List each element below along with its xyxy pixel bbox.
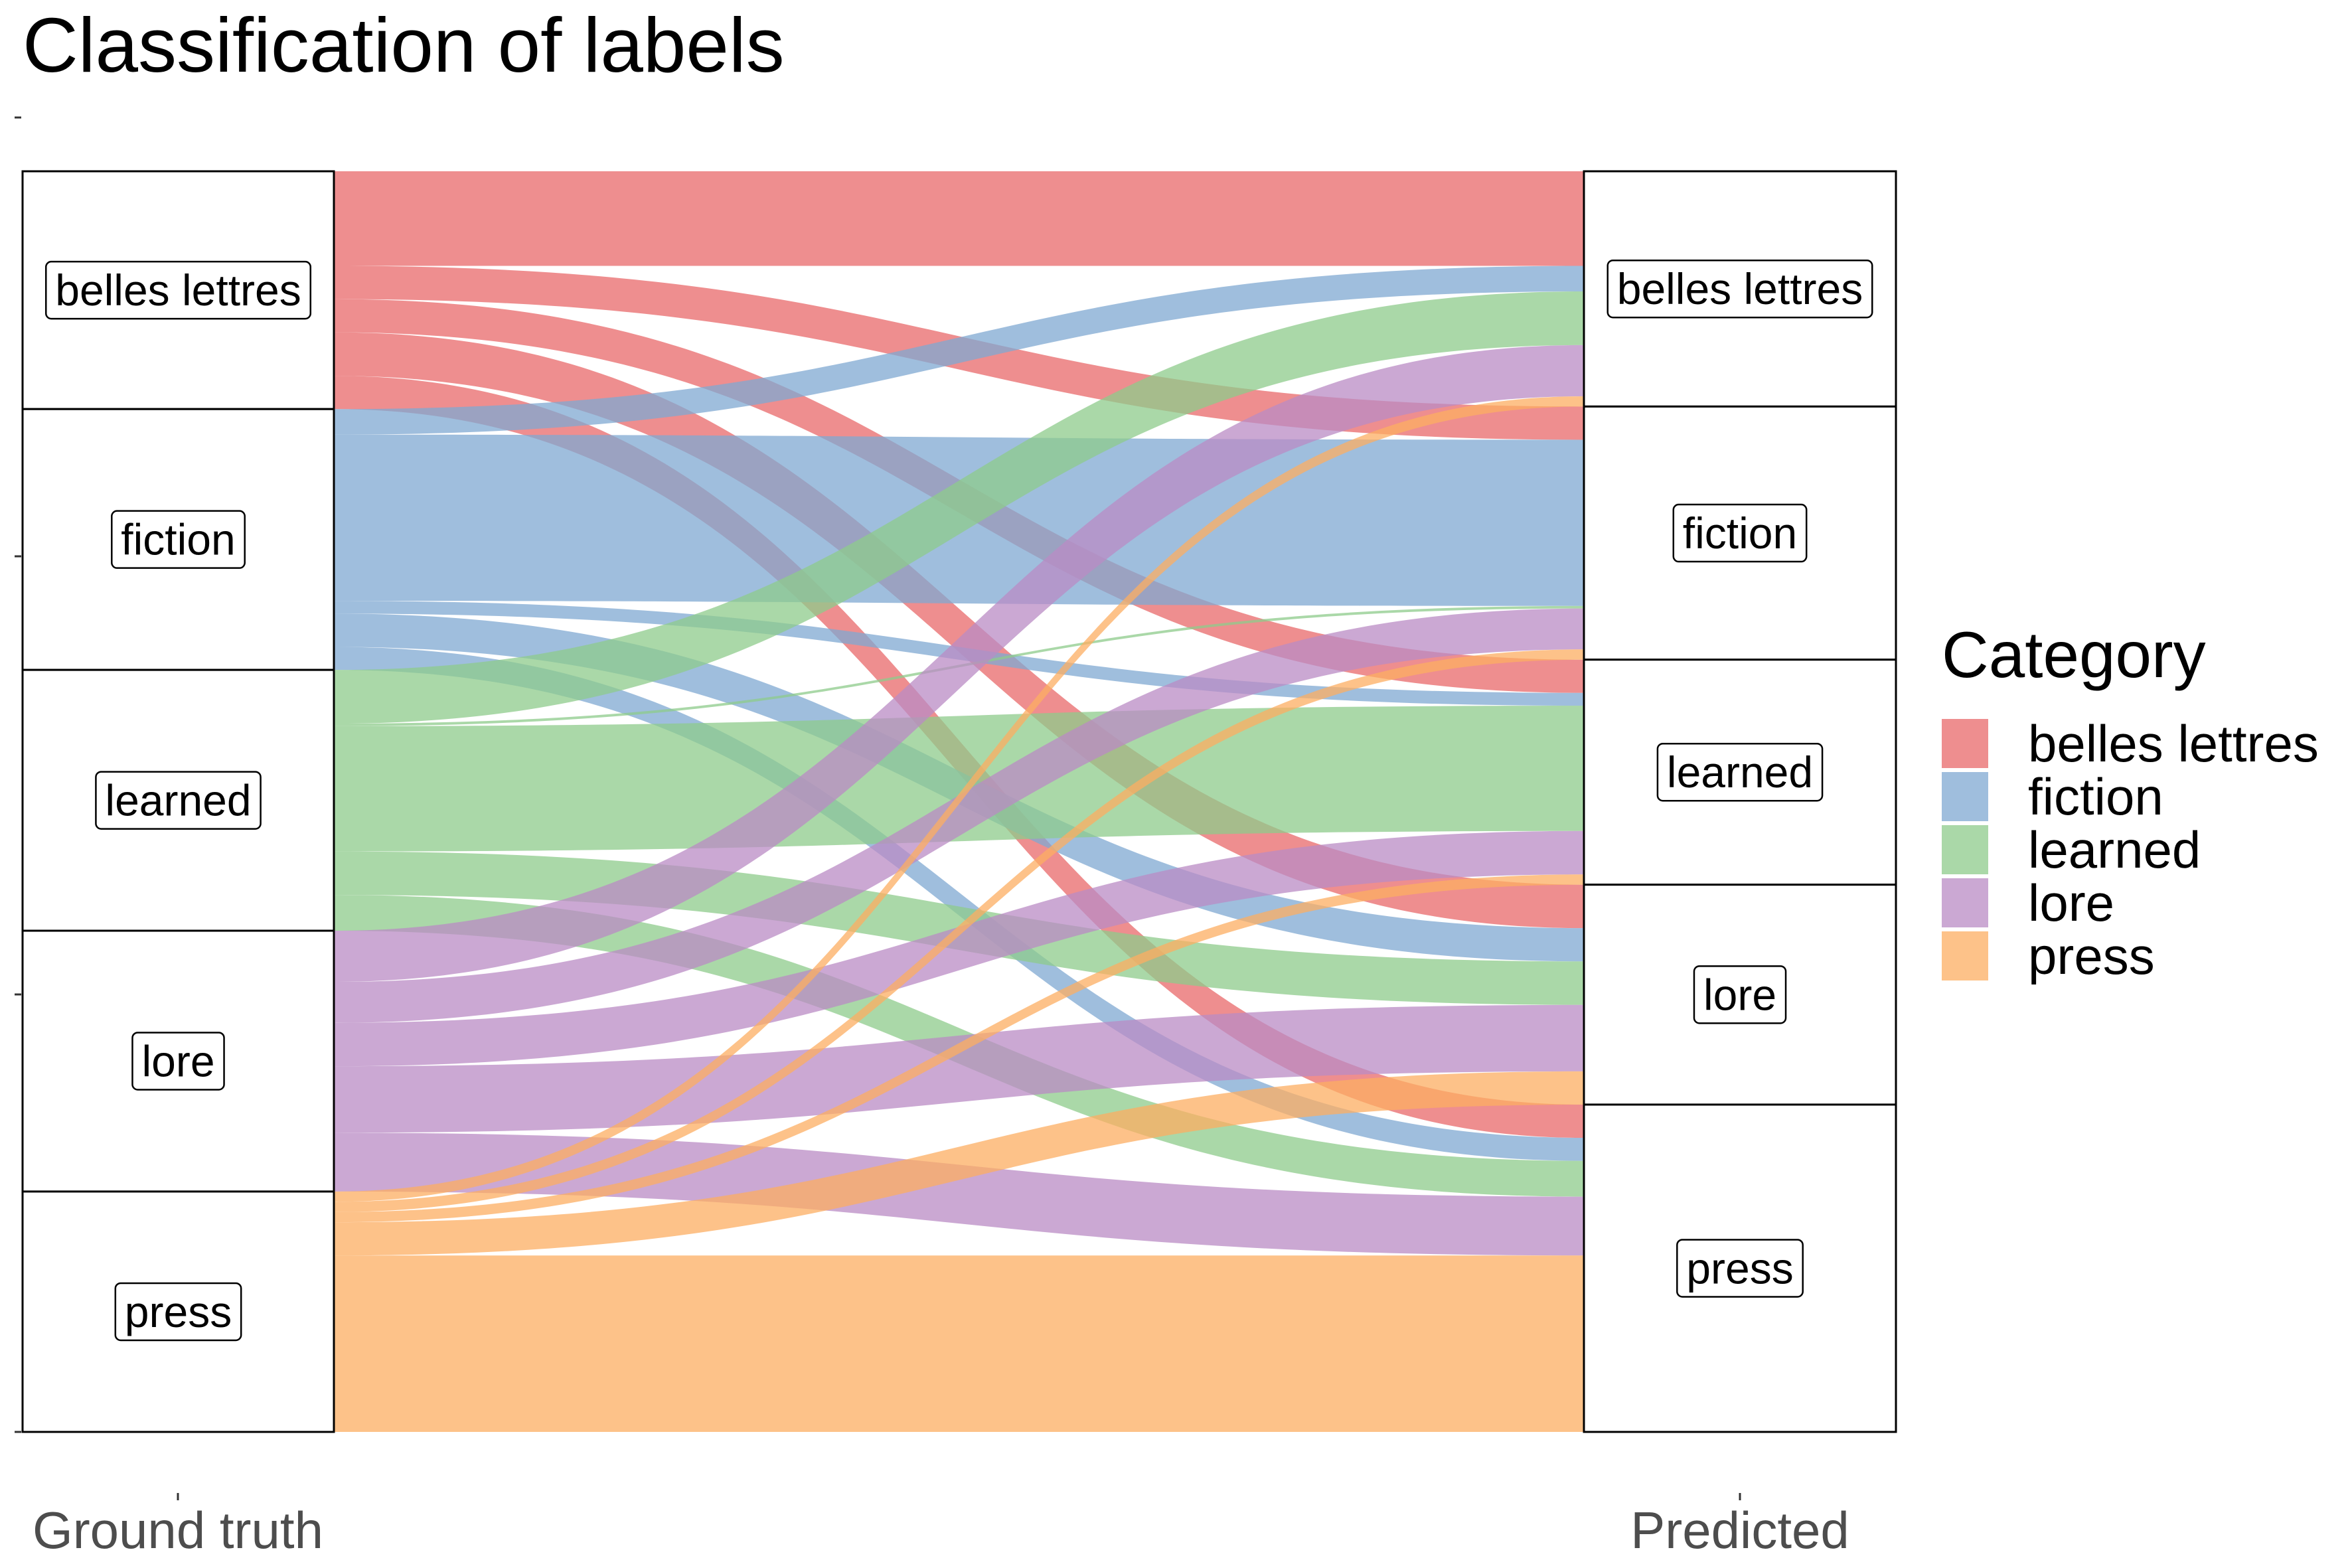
legend-label-press: press bbox=[2028, 927, 2155, 985]
stratum-label-text-predicted-press: press bbox=[1686, 1243, 1793, 1293]
stratum-label-predicted-lore: lore bbox=[1693, 965, 1787, 1024]
flow-lore-to-lore bbox=[334, 1004, 1584, 1133]
stratum-label-box-predicted-belles-lettres bbox=[1607, 259, 1873, 319]
x-axis-label-predicted: Predicted bbox=[1630, 1501, 1849, 1559]
legend: Category belles lettresfictionlearnedlor… bbox=[1942, 618, 2319, 985]
stratum-label-box-predicted-learned bbox=[1656, 742, 1824, 802]
x-axis-label-ground-truth: Ground truth bbox=[33, 1501, 323, 1559]
flow-press-to-lore bbox=[334, 1071, 1584, 1256]
legend-key-press bbox=[1942, 931, 1988, 980]
legend-title: Category bbox=[1942, 618, 2206, 691]
stratum-label-text-ground-truth-learned: learned bbox=[105, 776, 251, 825]
legend-label-learned: learned bbox=[2028, 821, 2201, 879]
flow-lore-to-learned bbox=[334, 830, 1584, 1067]
flow-belles-lettres-to-belles-lettres bbox=[334, 171, 1584, 266]
legend-key-belles-lettres bbox=[1942, 719, 1988, 768]
stratum-label-text-predicted-fiction: fiction bbox=[1683, 509, 1797, 558]
legend-key-learned bbox=[1942, 825, 1988, 874]
stratum-label-text-ground-truth-fiction: fiction bbox=[121, 515, 235, 564]
flow-belles-lettres-to-lore bbox=[334, 332, 1584, 929]
flows-layer bbox=[334, 171, 1584, 1432]
stratum-label-text-predicted-belles-lettres: belles lettres bbox=[1617, 264, 1863, 313]
stratum-label-text-predicted-lore: lore bbox=[1703, 970, 1776, 1019]
flow-fiction-to-belles-lettres bbox=[334, 266, 1584, 435]
axis-layer: Ground truth Predicted bbox=[15, 116, 1849, 1559]
stratum-label-box-predicted-lore bbox=[1693, 965, 1787, 1024]
flow-lore-to-belles-lettres bbox=[334, 345, 1584, 982]
flow-learned-to-belles-lettres bbox=[334, 291, 1584, 724]
stratum-label-ground-truth-lore: lore bbox=[131, 1032, 225, 1091]
stratum-label-text-ground-truth-belles-lettres: belles lettres bbox=[55, 266, 301, 315]
stratum-label-box-predicted-fiction bbox=[1672, 503, 1808, 563]
stratum-label-box-ground-truth-press bbox=[114, 1282, 242, 1342]
flow-press-to-learned bbox=[334, 874, 1584, 1223]
flow-fiction-to-press bbox=[334, 647, 1584, 1161]
flow-press-to-fiction bbox=[334, 649, 1584, 1212]
stratum-label-box-predicted-press bbox=[1676, 1239, 1804, 1298]
stratum-label-text-predicted-learned: learned bbox=[1667, 747, 1813, 797]
stratum-label-box-ground-truth-learned bbox=[95, 771, 262, 830]
stratum-label-ground-truth-press: press bbox=[114, 1282, 242, 1342]
flow-press-to-press bbox=[334, 1255, 1584, 1432]
legend-key-fiction bbox=[1942, 772, 1988, 821]
stratum-label-text-ground-truth-lore: lore bbox=[141, 1036, 214, 1085]
flow-lore-to-fiction bbox=[334, 608, 1584, 1023]
stratum-label-text-ground-truth-press: press bbox=[125, 1287, 232, 1336]
chart-title: Classification of labels bbox=[23, 2, 785, 88]
flow-press-to-belles-lettres bbox=[334, 396, 1584, 1202]
stratum-label-ground-truth-belles-lettres: belles lettres bbox=[44, 260, 312, 320]
stratum-label-predicted-fiction: fiction bbox=[1672, 503, 1808, 563]
stratum-label-ground-truth-learned: learned bbox=[95, 771, 262, 830]
legend-label-fiction: fiction bbox=[2028, 767, 2163, 826]
stratum-label-box-ground-truth-lore bbox=[131, 1032, 225, 1091]
stratum-label-box-ground-truth-belles-lettres bbox=[44, 260, 312, 320]
strata-layer: belles lettres fiction learned lore press bel… bbox=[21, 170, 1897, 1433]
stratum-label-ground-truth-fiction: fiction bbox=[111, 510, 246, 569]
legend-label-lore: lore bbox=[2028, 874, 2114, 932]
stratum-label-predicted-learned: learned bbox=[1656, 742, 1824, 802]
legend-label-belles-lettres: belles lettres bbox=[2028, 714, 2319, 773]
legend-key-lore bbox=[1942, 878, 1988, 927]
flow-learned-to-learned bbox=[334, 706, 1584, 852]
stratum-label-predicted-belles-lettres: belles lettres bbox=[1607, 259, 1873, 319]
stratum-label-box-ground-truth-fiction bbox=[111, 510, 246, 569]
stratum-label-predicted-press: press bbox=[1676, 1239, 1804, 1298]
flow-lore-to-press bbox=[334, 1133, 1584, 1256]
